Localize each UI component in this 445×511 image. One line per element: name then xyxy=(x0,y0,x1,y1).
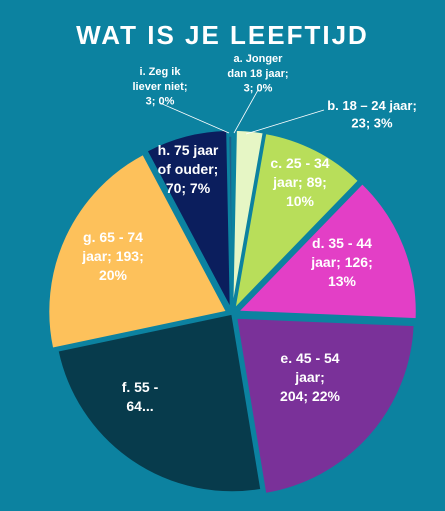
data-label: h. 75 jaar of ouder; 70; 7% xyxy=(158,142,219,196)
pie-slice xyxy=(47,153,228,350)
data-label: c. 25 - 34 jaar; 89; 10% xyxy=(270,155,329,209)
chart-title: WAT IS JE LEEFTIJD xyxy=(76,20,369,50)
pie-slice xyxy=(145,129,232,309)
leader-line xyxy=(159,102,230,134)
data-label: i. Zeg ik liever niet; 3; 0% xyxy=(132,66,187,108)
leader-line xyxy=(233,89,259,134)
data-label: f. 55 -64... xyxy=(122,379,159,414)
data-label: b. 18 – 24 jaar; 23; 3% xyxy=(327,98,417,131)
data-label: d. 35 - 44 jaar; 126; 13% xyxy=(310,235,372,289)
leader-line xyxy=(245,109,325,135)
data-label: a. Jonger dan 18 jaar; 3; 0% xyxy=(227,53,288,95)
data-label: g. 65 - 74 jaar; 193; 20% xyxy=(81,229,143,283)
data-label: e. 45 - 54 jaar; 204; 22% xyxy=(280,350,340,404)
pie-slice xyxy=(227,135,233,315)
pie-slice xyxy=(235,317,416,495)
pie-slice xyxy=(56,313,262,493)
pie-slice xyxy=(233,132,360,311)
pie-slice xyxy=(236,182,418,320)
pie-slice xyxy=(231,129,265,309)
